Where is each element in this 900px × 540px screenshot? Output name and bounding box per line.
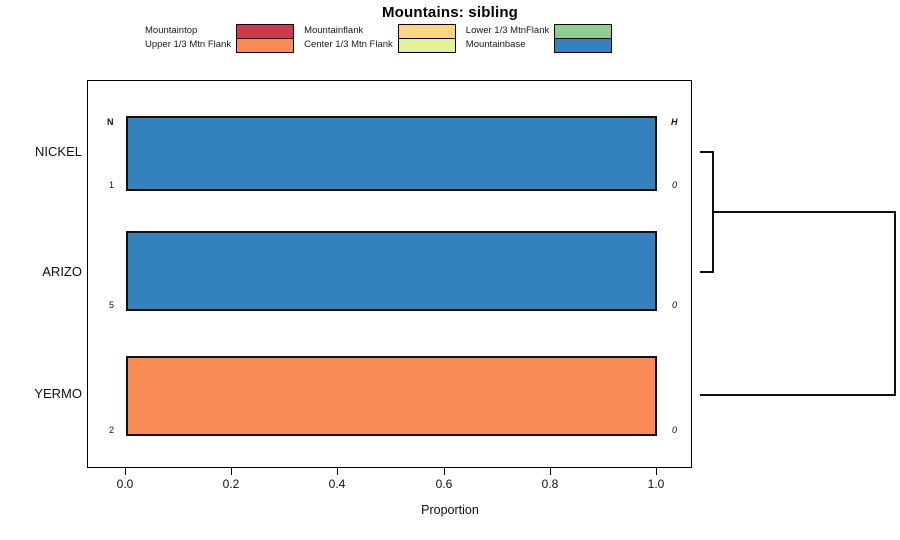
legend-gap-1 xyxy=(294,24,304,53)
x-tick-label-0: 0.0 xyxy=(116,477,134,491)
legend-swatch-mountaintop xyxy=(237,25,294,38)
dendrogram-branch-root-yermo xyxy=(700,211,896,396)
x-tick-label-2: 0.4 xyxy=(328,477,346,491)
legend-swatches-2 xyxy=(397,24,456,53)
x-tick-mark-1 xyxy=(231,468,232,475)
plot-panel: N 1 H 0 5 0 2 0 xyxy=(87,80,692,468)
legend-swatches-1 xyxy=(236,24,295,53)
bar-nickel-top-right-label: H xyxy=(671,117,678,127)
dendrogram-branch-nickel-arizo xyxy=(700,151,714,273)
legend-labels-2: Mountainflank Center 1/3 Mtn Flank xyxy=(304,24,398,52)
bar-yermo-bottom-right-label: 0 xyxy=(672,425,678,435)
bar-nickel-bottom-left-label: 1 xyxy=(109,180,115,190)
legend-swatch-mountainflank xyxy=(398,25,455,38)
bar-arizo-bottom-left-label: 5 xyxy=(109,300,115,310)
x-tick-mark-0 xyxy=(125,468,126,475)
legend-labels-1: Mountaintop Upper 1/3 Mtn Flank xyxy=(145,24,236,52)
legend-labels-3: Lower 1/3 MtnFlank Mountainbase xyxy=(466,24,554,52)
legend-column-1: Mountaintop Upper 1/3 Mtn Flank xyxy=(145,24,295,53)
legend-label-mountainbase: Mountainbase xyxy=(465,39,526,50)
dendrogram-svg xyxy=(700,151,896,396)
chart-title: Mountains: sibling xyxy=(381,4,519,21)
category-label-nickel: NICKEL xyxy=(35,144,82,159)
x-axis-title: Proportion xyxy=(421,503,479,517)
legend-swatch-mountainbase xyxy=(555,38,612,52)
legend-label-mountainflank: Mountainflank xyxy=(304,25,364,36)
category-label-yermo: YERMO xyxy=(34,386,82,401)
bar-yermo-bottom-left-label: 2 xyxy=(109,425,115,435)
legend-swatches-3 xyxy=(554,24,613,53)
x-tick-mark-2 xyxy=(337,468,338,475)
x-tick-label-4: 0.8 xyxy=(541,477,559,491)
bar-arizo-bottom-right-label: 0 xyxy=(672,300,678,310)
x-tick-mark-3 xyxy=(444,468,445,475)
legend-label-mountaintop: Mountaintop xyxy=(145,25,198,36)
legend-column-3: Lower 1/3 MtnFlank Mountainbase xyxy=(466,24,613,53)
legend-column-2: Mountainflank Center 1/3 Mtn Flank xyxy=(304,24,456,53)
legend-gap-2 xyxy=(456,24,466,53)
bar-arizo[interactable] xyxy=(126,231,657,311)
legend-label-upper-third-mtn-flank: Upper 1/3 Mtn Flank xyxy=(145,39,232,50)
bar-nickel-bottom-right-label: 0 xyxy=(672,180,678,190)
legend-swatch-lower-third-mtn-flank xyxy=(555,25,612,38)
x-tick-mark-5 xyxy=(656,468,657,475)
x-tick-label-1: 0.2 xyxy=(222,477,240,491)
category-label-arizo: ARIZO xyxy=(42,264,82,279)
bar-nickel-top-left-label: N xyxy=(107,117,114,127)
x-tick-label-3: 0.6 xyxy=(435,477,453,491)
bar-nickel[interactable] xyxy=(126,116,657,191)
dendrogram xyxy=(692,80,900,468)
legend-swatch-upper-third-mtn-flank xyxy=(237,38,294,52)
legend-label-center-third-mtn-flank: Center 1/3 Mtn Flank xyxy=(304,39,393,50)
x-tick-label-5: 1.0 xyxy=(647,477,665,491)
chart-legend: Mountaintop Upper 1/3 Mtn Flank Mountain… xyxy=(145,24,613,53)
bar-yermo[interactable] xyxy=(126,356,657,436)
legend-swatch-center-third-mtn-flank xyxy=(398,38,455,52)
legend-label-lower-third-mtn-flank: Lower 1/3 MtnFlank xyxy=(465,25,550,36)
x-tick-mark-4 xyxy=(550,468,551,475)
